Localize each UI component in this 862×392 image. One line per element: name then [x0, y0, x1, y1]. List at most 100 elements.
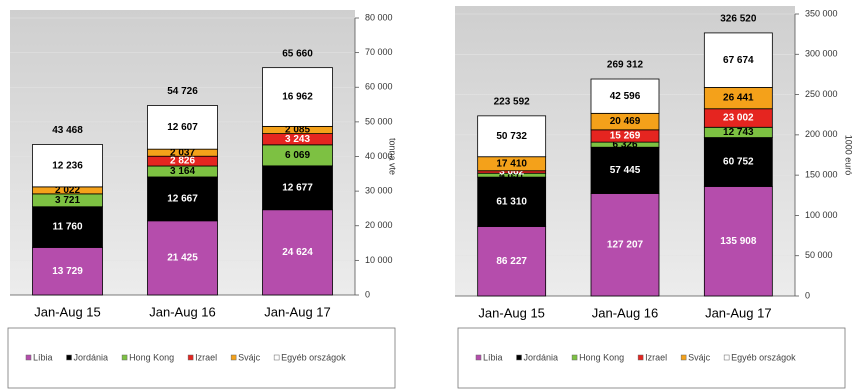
value-label: 86 227 [496, 256, 527, 267]
bar-segment [590, 78, 660, 114]
y-tick-label: 150 000 [805, 170, 838, 180]
value-label: 50 732 [496, 131, 527, 142]
value-label: 3 721 [55, 195, 80, 206]
value-label: 17 410 [496, 158, 527, 169]
value-label: 16 962 [282, 92, 313, 103]
y-tick-label: 50 000 [365, 116, 393, 126]
legend-label: Izrael [195, 352, 217, 362]
value-label: 12 677 [282, 182, 313, 193]
value-label: 135 908 [720, 236, 757, 247]
value-label: 3 164 [170, 166, 195, 177]
y-tick-label: 80 000 [365, 12, 393, 22]
legend-label: Hong Kong [579, 352, 624, 362]
value-label: 3 243 [285, 134, 310, 145]
legend-swatch [187, 354, 194, 361]
value-label: 24 624 [282, 247, 313, 258]
total-label: 54 726 [167, 86, 198, 97]
y-axis-label: tonna vte [388, 138, 398, 175]
y-tick-label: 20 000 [365, 220, 393, 230]
x-tick-label: Jan-Aug 16 [592, 305, 659, 320]
value-label: 12 667 [167, 194, 198, 205]
value-label: 57 445 [610, 165, 641, 176]
value-label: 20 469 [610, 116, 641, 127]
y-tick-label: 300 000 [805, 49, 838, 59]
legend-swatch [25, 354, 32, 361]
value-label: 23 002 [723, 113, 754, 124]
value-label: 127 207 [607, 239, 644, 250]
value-label: 2 037 [170, 147, 195, 158]
y-tick-label: 60 000 [365, 82, 393, 92]
value-label: 15 269 [610, 131, 641, 142]
legend-label: Egyéb országok [281, 352, 346, 362]
legend-swatch [571, 354, 578, 361]
y-tick-label: 0 [365, 289, 370, 299]
bar-segment [477, 115, 547, 158]
bar-segment [32, 206, 103, 248]
value-label: 2 085 [285, 125, 310, 136]
y-tick-label: 10 000 [365, 255, 393, 265]
bar-segment [262, 67, 333, 127]
total-label: 43 468 [52, 125, 83, 136]
legend-swatch [121, 354, 128, 361]
y-tick-label: 40 000 [365, 151, 393, 161]
y-axis-label: 1000 euró [844, 135, 854, 176]
value-label: 67 674 [723, 55, 754, 66]
legend-box [7, 327, 396, 389]
value-label: 3 062 [499, 167, 524, 178]
legend-label: Jordánia [74, 352, 109, 362]
value-label: 13 729 [52, 266, 83, 277]
value-label: 12 236 [52, 160, 83, 171]
y-tick-label: 350 000 [805, 8, 838, 18]
legend-swatch [273, 354, 280, 361]
value-label: 6 069 [285, 150, 310, 161]
bar-segment [262, 209, 333, 296]
bar-segment [147, 105, 218, 150]
value-label: 12 743 [723, 127, 754, 138]
legend-label: Líbia [483, 352, 503, 362]
value-label: 11 760 [52, 222, 82, 233]
value-label: 42 596 [610, 91, 641, 102]
y-tick-label: 0 [805, 290, 810, 300]
y-tick-label: 200 000 [805, 129, 838, 139]
legend-label: Egyéb országok [731, 352, 796, 362]
bar-segment [703, 186, 773, 297]
legend-swatch [723, 354, 730, 361]
bar-segment [703, 32, 773, 88]
total-label: 326 520 [720, 14, 757, 25]
x-tick-label: Jan-Aug 17 [264, 304, 331, 319]
y-tick-label: 30 000 [365, 186, 393, 196]
bar-segment [147, 220, 218, 296]
total-label: 269 312 [607, 60, 644, 71]
value-label: 21 425 [167, 253, 198, 264]
legend-label: Hong Kong [129, 352, 174, 362]
bar-segment [147, 176, 218, 222]
y-tick-label: 50 000 [805, 250, 833, 260]
bar-segment [32, 247, 103, 296]
value-label: 12 607 [167, 122, 198, 133]
value-label: 2 022 [55, 185, 80, 196]
total-label: 65 660 [282, 48, 313, 59]
x-tick-label: Jan-Aug 17 [705, 305, 772, 320]
y-tick-label: 70 000 [365, 47, 393, 57]
legend-swatch [475, 354, 482, 361]
legend-label: Svájc [688, 352, 711, 362]
y-tick-label: 250 000 [805, 89, 838, 99]
legend-swatch [516, 354, 522, 361]
bar-segment [32, 144, 103, 188]
bar-segment [703, 137, 773, 187]
value-label: 4 851 [499, 170, 524, 181]
legend-label: Izrael [645, 352, 667, 362]
y-tick-label: 100 000 [805, 210, 838, 220]
legend-label: Jordánia [524, 352, 559, 362]
x-tick-label: Jan-Aug 15 [34, 304, 101, 319]
total-label: 223 592 [494, 96, 531, 107]
legend-swatch [680, 354, 687, 361]
value-label: 6 326 [612, 139, 637, 150]
legend-swatch [66, 354, 72, 361]
value-label: 2 826 [170, 156, 195, 167]
legend-swatch [230, 354, 237, 361]
legend-label: Svájc [238, 352, 261, 362]
value-label: 61 310 [496, 196, 527, 207]
